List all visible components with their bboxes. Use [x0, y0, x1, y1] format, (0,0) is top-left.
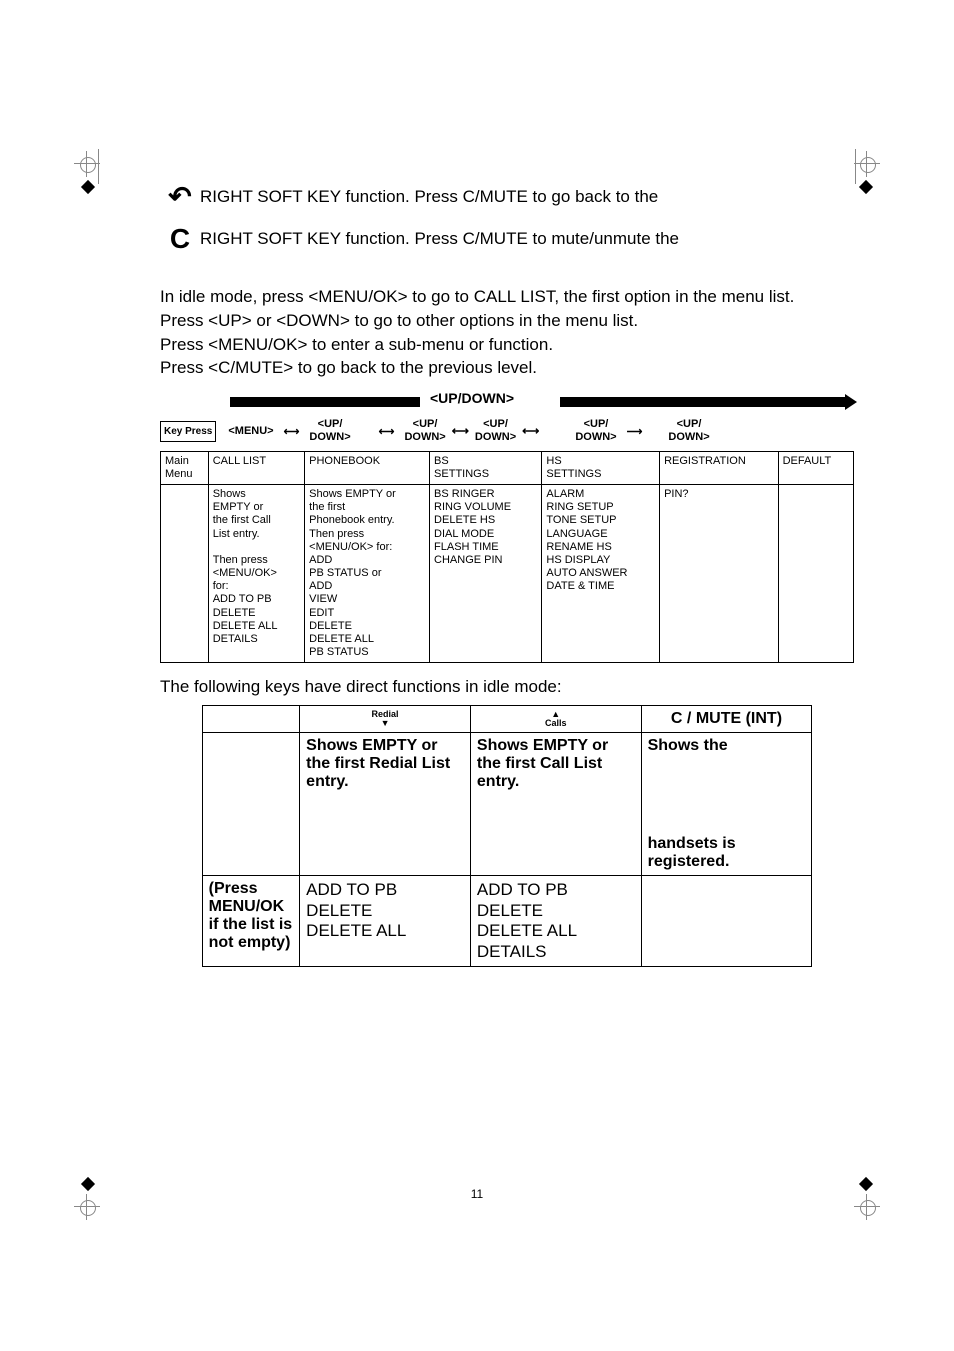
kp-updown: <UP/ DOWN> [471, 418, 520, 444]
soft-key-text: RIGHT SOFT KEY function. Press C/MUTE to… [200, 229, 854, 249]
crop-mark-tl [78, 155, 96, 173]
idle-r2-c1: (Press MENU/OK if the list is not empty) [202, 876, 300, 967]
idle-hdr-calls: ▲ Calls [470, 706, 641, 733]
cell-default-detail [778, 484, 853, 662]
cell-phonebook-detail: Shows EMPTY or the first Phonebook entry… [305, 484, 430, 662]
manual-page: ↶ RIGHT SOFT KEY function. Press C/MUTE … [0, 0, 954, 1351]
keypress-label-box: Key Press [160, 421, 216, 442]
idle-r1-c1 [202, 733, 300, 876]
c-icon: C [160, 223, 200, 255]
double-arrow-icon: ⟷ [373, 425, 401, 438]
cell-bs-settings: BS SETTINGS [430, 451, 542, 484]
idle-hdr-blank [202, 706, 300, 733]
cell-call-list: CALL LIST [208, 451, 304, 484]
cell-bs-detail: BS RINGER RING VOLUME DELETE HS DIAL MOD… [430, 484, 542, 662]
table-row: Redial ▼ ▲ Calls C / MUTE (INT) [202, 706, 812, 733]
cell-registration-detail: PIN? [660, 484, 778, 662]
nav-bar-right [560, 397, 845, 407]
idle-r1-c3: Shows EMPTY or the first Call List entry… [470, 733, 641, 876]
idle-r2-c2: ADD TO PB DELETE DELETE ALL [300, 876, 471, 967]
idle-r1-c4: Shows the handsets is registered. [641, 733, 812, 876]
cell-default: DEFAULT [778, 451, 853, 484]
page-number: 11 [0, 1187, 954, 1201]
crop-mark-tr [858, 155, 876, 173]
cell-hs-settings: HS SETTINGS [542, 451, 660, 484]
soft-key-row-mute: C RIGHT SOFT KEY function. Press C/MUTE … [160, 223, 854, 255]
nav-header: <UP/DOWN> [160, 390, 854, 412]
idle-hdr-redial: Redial ▼ [300, 706, 471, 733]
kp-updown: <UP/ DOWN> [400, 418, 449, 444]
cell-registration: REGISTRATION [660, 451, 778, 484]
row-label-empty [161, 484, 209, 662]
nav-bar-left [230, 397, 420, 407]
down-triangle-icon: ▼ [381, 719, 390, 728]
cell-call-list-detail: Shows EMPTY or the first Call List entry… [208, 484, 304, 662]
double-arrow-icon: ⟷ [278, 425, 306, 438]
idle-keys-table: Redial ▼ ▲ Calls C / MUTE (INT) Shows EM… [202, 705, 813, 967]
double-arrow-icon: ⟷ [520, 424, 541, 438]
idle-r1-c2: Shows EMPTY or the first Redial List ent… [300, 733, 471, 876]
soft-key-row-back: ↶ RIGHT SOFT KEY function. Press C/MUTE … [160, 180, 854, 213]
idle-sentence: The following keys have direct functions… [160, 677, 854, 697]
cell-phonebook: PHONEBOOK [305, 451, 430, 484]
crop-tick [98, 149, 99, 184]
cell-hs-detail: ALARM RING SETUP TONE SETUP LANGUAGE REN… [542, 484, 660, 662]
arrow-right-icon: ⟶ [621, 425, 649, 438]
intro-line: Press <UP> or <DOWN> to go to other opti… [160, 311, 638, 330]
kp-updown: <UP/ DOWN> [571, 418, 620, 444]
row-label: Main Menu [161, 451, 209, 484]
idle-r1-c4b: handsets is registered. [648, 835, 806, 871]
double-arrow-icon: ⟷ [450, 424, 471, 438]
table-row: Shows EMPTY or the first Call List entry… [161, 484, 854, 662]
idle-r2-c4 [641, 876, 812, 967]
keypress-row: Key Press <MENU> ⟷ <UP/ DOWN> ⟷ <UP/ DOW… [160, 418, 854, 444]
back-icon: ↶ [160, 180, 200, 213]
crop-diamond-tr [859, 180, 873, 194]
table-row: Shows EMPTY or the first Redial List ent… [202, 733, 812, 876]
idle-r2-c3: ADD TO PB DELETE DELETE ALL DETAILS [470, 876, 641, 967]
table-row: (Press MENU/OK if the list is not empty)… [202, 876, 812, 967]
idle-hdr-cmute: C / MUTE (INT) [641, 706, 812, 733]
calls-label: Calls [545, 719, 567, 728]
intro-paragraph: In idle mode, press <MENU/OK> to go to C… [160, 285, 854, 380]
menu-structure-table: Main Menu CALL LIST PHONEBOOK BS SETTING… [160, 451, 854, 664]
nav-label: <UP/DOWN> [430, 390, 514, 406]
soft-key-text: RIGHT SOFT KEY function. Press C/MUTE to… [200, 187, 854, 207]
intro-line: In idle mode, press <MENU/OK> to go to C… [160, 287, 794, 306]
kp-menu: <MENU> [224, 425, 277, 437]
intro-line: Press <C/MUTE> to go back to the previou… [160, 358, 537, 377]
intro-line: Press <MENU/OK> to enter a sub-menu or f… [160, 335, 553, 354]
crop-tick [855, 149, 856, 184]
kp-updown: <UP/ DOWN> [664, 418, 713, 444]
kp-updown: <UP/ DOWN> [305, 418, 354, 444]
crop-diamond-tl [81, 180, 95, 194]
table-row: Main Menu CALL LIST PHONEBOOK BS SETTING… [161, 451, 854, 484]
idle-r1-c4a: Shows the [648, 737, 806, 755]
